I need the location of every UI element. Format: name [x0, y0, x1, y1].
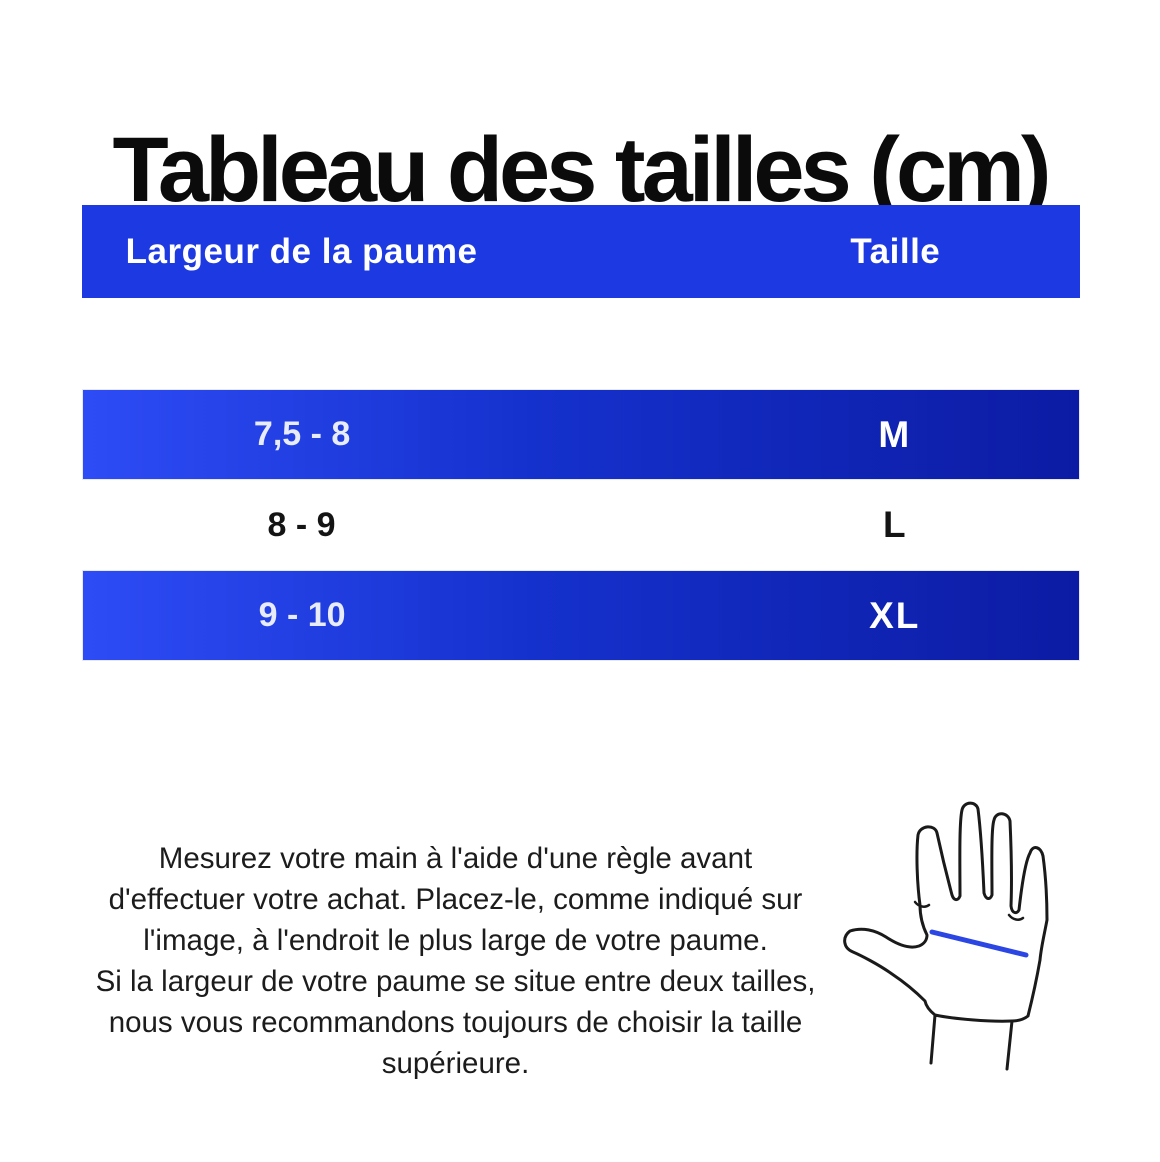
size-value: L — [883, 504, 908, 545]
pinky-base-crease-icon — [1007, 913, 1025, 921]
table-header-gap — [82, 298, 1080, 389]
header-palm-width: Largeur de la paume — [125, 231, 478, 271]
instruction-line: Si la largeur de votre paume se situe en… — [95, 965, 816, 998]
palm-width-value: 8 - 9 — [267, 505, 336, 544]
wrist-line-icon — [1005, 1019, 1014, 1071]
size-value: XL — [869, 594, 921, 636]
table-header-row: Largeur de la paume Taille — [82, 205, 1080, 298]
header-size: Taille — [850, 231, 941, 271]
table-row-xl: 9 - 10 XL — [82, 570, 1080, 661]
palm-width-value: 7,5 - 8 — [253, 415, 351, 453]
instruction-line: nous vous recommandons toujours de chois… — [108, 1006, 803, 1039]
measurement-instructions: Mesurez votre main à l'aide d'une règle … — [28, 838, 883, 1084]
instruction-line: Mesurez votre main à l'aide d'une règle … — [158, 842, 753, 875]
table-row-m: 7,5 - 8 M — [82, 389, 1080, 480]
size-table: Largeur de la paume Taille 7,5 - 8 M 8 -… — [82, 205, 1080, 661]
hand-measure-illustration-icon — [843, 801, 1049, 1071]
palm-measure-line-icon — [929, 929, 1029, 958]
instruction-line: l'image, à l'endroit le plus large de vo… — [143, 924, 768, 957]
size-value: M — [878, 413, 912, 455]
palm-width-value: 9 - 10 — [258, 596, 346, 634]
instruction-line: supérieure. — [381, 1047, 530, 1080]
index-base-crease-icon — [913, 900, 931, 908]
page-title: Tableau des tailles (cm) — [112, 118, 1051, 221]
table-row-l: 8 - 9 L — [82, 480, 1080, 570]
instruction-line: d'effectuer votre achat. Placez-le, comm… — [108, 883, 803, 916]
